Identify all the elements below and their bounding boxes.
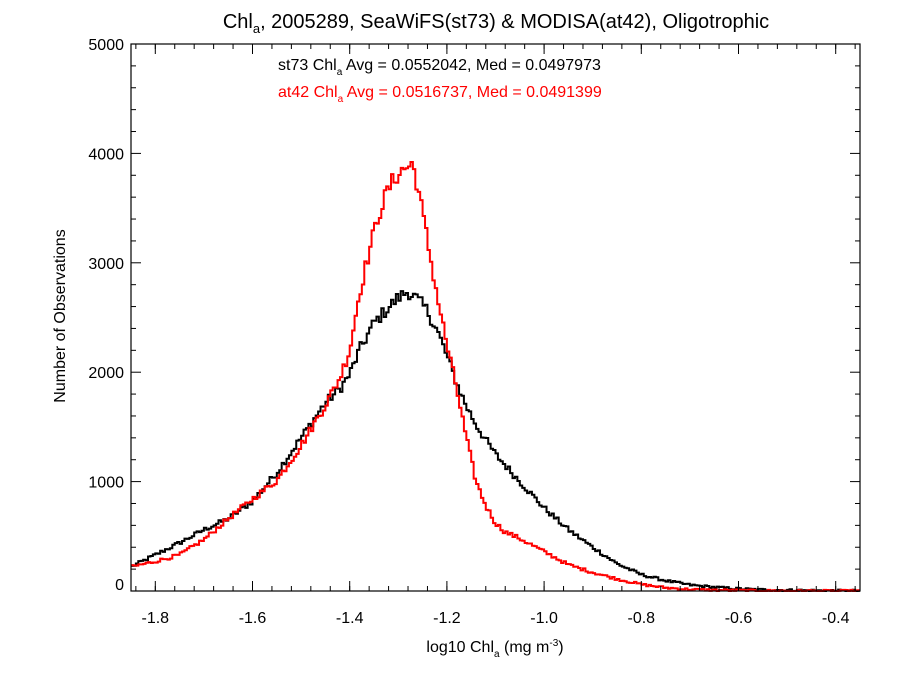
x-axis-label-prefix: log10 Chl	[426, 639, 494, 656]
annotation-at42-subscript: a	[338, 94, 344, 105]
x-axis-label-superscript: -3	[549, 638, 558, 649]
x-tick-label: -0.4	[822, 610, 850, 627]
y-tick-label: 0	[115, 577, 124, 594]
chart-title-main: Chl	[223, 11, 253, 33]
series-1-line	[131, 161, 860, 592]
annotation-st73-subscript: a	[337, 67, 343, 78]
annotation-at42-stats: Avg = 0.0516737, Med = 0.0491399	[343, 84, 602, 101]
x-tick-label: -1.6	[239, 610, 267, 627]
x-tick-label: -1.8	[142, 610, 170, 627]
x-axis-label-close: )	[558, 639, 563, 656]
x-tick-label: -0.6	[725, 610, 753, 627]
y-tick-label: 2000	[88, 365, 124, 382]
chart-title: Chla, 2005289, SeaWiFS(st73) & MODISA(at…	[223, 11, 769, 36]
plot-frame	[130, 43, 861, 592]
y-axis-label: Number of Observations	[52, 229, 69, 402]
annotation-st73: st73 Chla Avg = 0.0552042, Med = 0.04979…	[278, 57, 601, 78]
chart-title-subscript: a	[253, 21, 261, 36]
x-axis-label: log10 Chla (mg m-3)	[426, 638, 563, 660]
chart-title-rest: , 2005289, SeaWiFS(st73) & MODISA(at42),…	[260, 11, 769, 33]
x-axis-label-subscript: a	[494, 649, 500, 660]
x-tick-label: -1.2	[433, 610, 461, 627]
annotation-st73-prefix: st73 Chl	[278, 57, 337, 74]
annotations: st73 Chla Avg = 0.0552042, Med = 0.04979…	[278, 57, 602, 105]
series-0-line	[131, 290, 860, 592]
annotation-at42: at42 Chla Avg = 0.0516737, Med = 0.04913…	[278, 84, 602, 105]
x-tick-label: -0.8	[628, 610, 656, 627]
annotation-at42-prefix: at42 Chl	[278, 84, 338, 101]
x-tick-label: -1.4	[336, 610, 364, 627]
annotation-st73-stats: Avg = 0.0552042, Med = 0.0497973	[342, 57, 601, 74]
y-tick-label: 3000	[88, 256, 124, 273]
y-tick-label: 1000	[88, 475, 124, 492]
y-tick-label: 5000	[88, 37, 124, 54]
x-tick-label: -1.0	[530, 610, 558, 627]
x-axis-label-units: (mg m	[500, 639, 550, 656]
axis-ticks: -1.8 -1.6 -1.4 -1.2 -1.0 -0.8 -0.6 -0.4 0 1000 200…	[88, 37, 860, 627]
y-tick-label: 4000	[88, 146, 124, 163]
series-layer	[131, 161, 860, 592]
